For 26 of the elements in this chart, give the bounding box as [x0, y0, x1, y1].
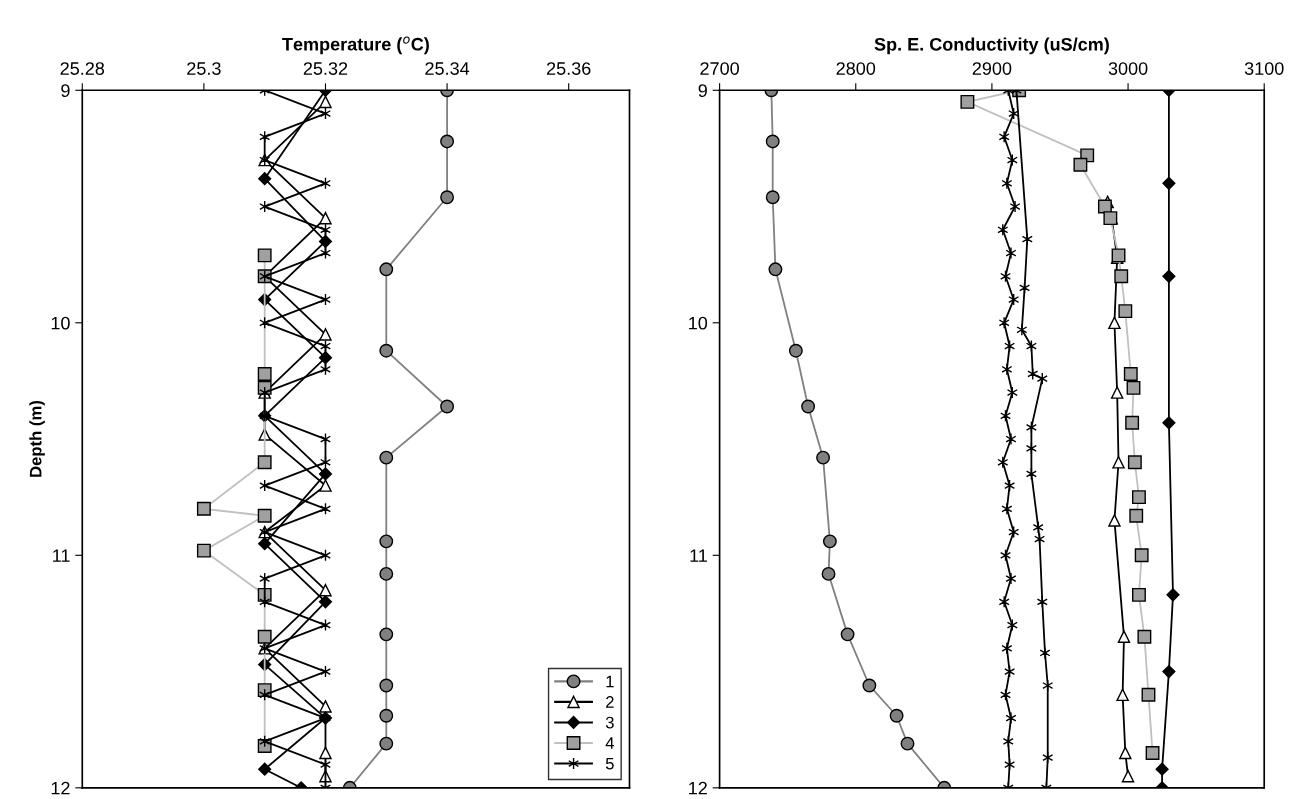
- x-tick-label: 25.28: [60, 62, 105, 75]
- x-tick-label: 2800: [836, 62, 876, 75]
- y-tick-label: 10: [51, 316, 70, 330]
- x-tick-label: 25.32: [303, 62, 348, 75]
- legend-label: 5: [605, 757, 614, 770]
- y-tick-label: 12: [689, 781, 707, 795]
- y-tick-label: 11: [53, 549, 70, 562]
- y-tick-label: 10: [689, 316, 708, 330]
- x-tick-label: 3100: [1244, 62, 1284, 75]
- x-axis-title: Sp. E. Conductivity (uS/cm): [874, 37, 1109, 55]
- x-tick-label: 2900: [972, 62, 1012, 75]
- legend-label: 3: [605, 716, 614, 729]
- legend-label: 2: [606, 696, 614, 708]
- y-tick-label: 9: [698, 84, 707, 98]
- legend-label: 4: [605, 737, 615, 749]
- x-tick-label: 25.36: [547, 62, 591, 75]
- x-tick-label: 3000: [1108, 62, 1148, 75]
- x-tick-label: 25.34: [425, 62, 470, 75]
- y-axis-title: Depth (m): [29, 400, 45, 477]
- legend-label: 1: [606, 675, 614, 688]
- y-tick-label: 12: [51, 781, 70, 795]
- x-axis-title: Temperature ($^{o}$C): [282, 36, 429, 55]
- y-tick-label: 9: [61, 84, 70, 98]
- x-tick-label: 2700: [700, 62, 739, 75]
- y-tick-label: 11: [690, 549, 707, 562]
- x-tick-label: 25.3: [187, 62, 221, 75]
